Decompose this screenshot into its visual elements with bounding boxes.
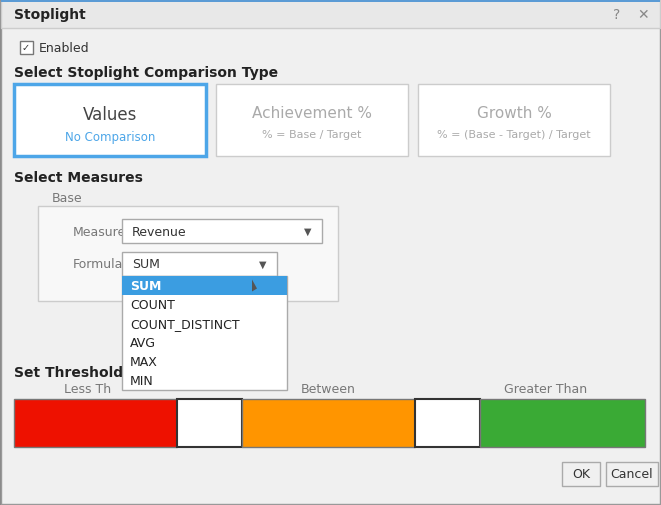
Bar bbox=[1, 1, 660, 29]
Bar bbox=[216, 85, 408, 157]
Bar bbox=[122, 220, 322, 243]
Text: MIN: MIN bbox=[130, 374, 154, 387]
Bar bbox=[122, 252, 277, 276]
Bar bbox=[480, 399, 645, 447]
Text: ▼: ▼ bbox=[259, 260, 267, 270]
Text: Measure: Measure bbox=[73, 225, 126, 238]
Text: Cancel: Cancel bbox=[611, 468, 653, 481]
Text: Enabled: Enabled bbox=[39, 41, 90, 55]
Text: Base: Base bbox=[52, 191, 83, 204]
Text: AVG: AVG bbox=[130, 336, 156, 349]
Bar bbox=[606, 462, 658, 486]
Text: SUM: SUM bbox=[132, 258, 160, 271]
Text: ✓: ✓ bbox=[22, 43, 30, 53]
Text: Revenue: Revenue bbox=[132, 225, 186, 238]
Text: Achievement %: Achievement % bbox=[252, 105, 372, 120]
Bar bbox=[38, 207, 338, 301]
Text: Select Measures: Select Measures bbox=[14, 171, 143, 185]
Text: Formula: Formula bbox=[73, 258, 124, 271]
Text: COUNT: COUNT bbox=[130, 298, 175, 312]
Text: OK: OK bbox=[572, 468, 590, 481]
Bar bbox=[1, 29, 660, 30]
Text: ?: ? bbox=[613, 8, 621, 22]
Bar bbox=[20, 42, 33, 55]
Bar bbox=[242, 399, 415, 447]
Text: Greater Than: Greater Than bbox=[504, 383, 588, 396]
Bar bbox=[122, 276, 287, 390]
Bar bbox=[177, 399, 242, 447]
Text: COUNT_DISTINCT: COUNT_DISTINCT bbox=[130, 317, 240, 330]
Text: SUM: SUM bbox=[130, 279, 161, 292]
Text: Set Threshold: Set Threshold bbox=[14, 365, 123, 379]
Text: % = (Base - Target) / Target: % = (Base - Target) / Target bbox=[437, 130, 591, 140]
Text: MAX: MAX bbox=[130, 356, 158, 368]
Bar bbox=[562, 462, 600, 486]
Text: No Comparison: No Comparison bbox=[65, 130, 155, 143]
Text: ✕: ✕ bbox=[637, 8, 649, 22]
Text: % = Base / Target: % = Base / Target bbox=[262, 130, 362, 140]
Bar bbox=[14, 399, 177, 447]
Text: Select Stoplight Comparison Type: Select Stoplight Comparison Type bbox=[14, 66, 278, 80]
Text: Growth %: Growth % bbox=[477, 105, 551, 120]
Bar bbox=[122, 276, 287, 295]
Bar bbox=[418, 85, 610, 157]
Text: Less Th: Less Th bbox=[64, 383, 112, 396]
Text: Stoplight: Stoplight bbox=[14, 8, 86, 22]
Bar bbox=[14, 85, 206, 157]
Bar bbox=[415, 399, 480, 447]
Text: ▼: ▼ bbox=[304, 227, 312, 236]
Bar bbox=[1, 1, 660, 3]
Text: Values: Values bbox=[83, 106, 137, 124]
Text: Between: Between bbox=[301, 383, 356, 396]
Polygon shape bbox=[252, 280, 257, 292]
